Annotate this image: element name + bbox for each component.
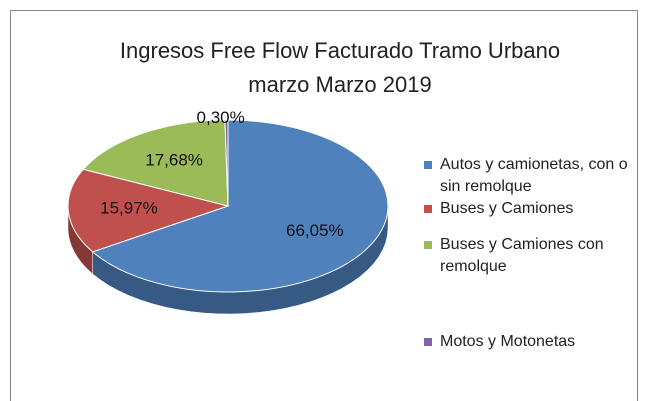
legend-item: Autos y camionetas, con o sin remolque [420,154,630,198]
legend-label: Buses y Camiones con remolque [440,236,604,275]
slice [82,119,229,207]
data-label: 0,30% [197,108,245,127]
legend-item: Buses y Camiones con remolque [420,234,630,278]
slice [67,168,230,253]
legend-label: Autos y camionetas, con o sin remolque [440,156,628,195]
legend-swatch [424,161,432,169]
legend-item: Motos y Motonetas [420,331,630,353]
chart-title: Ingresos Free Flow Facturado Tramo Urban… [119,38,561,97]
legend-swatch [424,205,432,213]
slice [224,119,229,207]
legend-item: Buses y Camiones [420,198,630,220]
chart-frame [10,10,638,401]
legend-label: Buses y Camiones [440,200,574,217]
legend-swatch [424,338,432,346]
data-label: 66,05% [286,221,344,240]
data-label: 15,97% [100,199,158,218]
data-label: 17,68% [145,151,203,170]
legend-label: Motos y Motonetas [440,333,576,350]
legend-swatch [424,241,432,249]
slice [91,119,389,293]
